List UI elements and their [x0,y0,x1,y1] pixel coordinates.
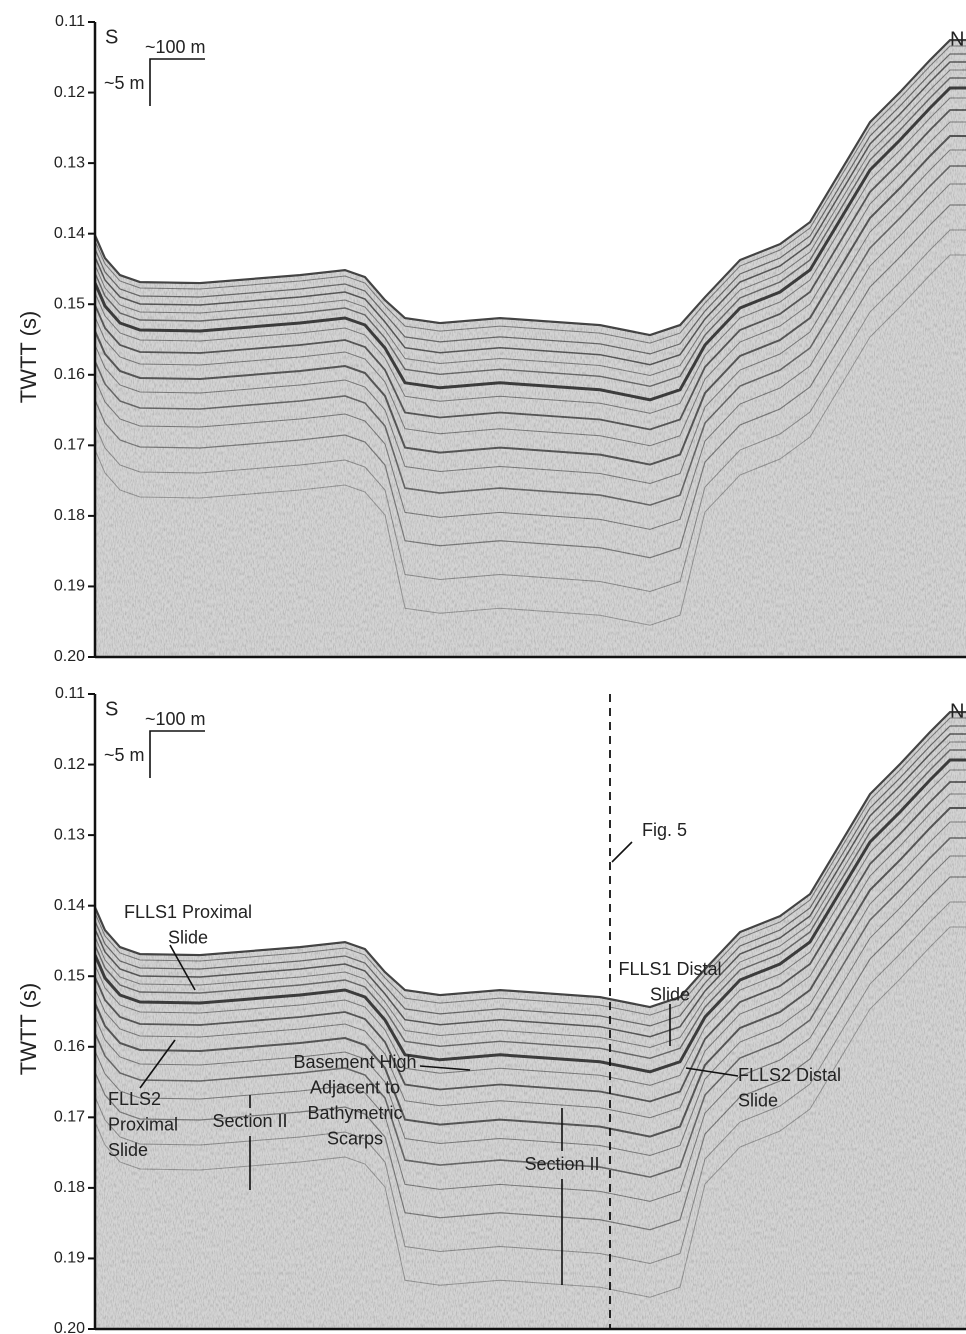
annotation: Section II [212,1111,287,1131]
annotation: Adjacent to [310,1077,400,1097]
scale-bar [150,59,205,106]
y-tick-label: 0.15 [54,295,85,312]
annotation: Basement High [293,1052,416,1072]
y-tick-label: 0.19 [54,578,85,595]
annotation: Scarps [327,1128,383,1148]
y-tick-label: 0.17 [54,1109,85,1126]
figure: 0.11 0.12 0.13 0.14 0.15 0.16 0.17 0.18 0.19 0.20… [0,0,966,1334]
south-label: S [105,26,118,48]
scale-vertical: ~5 m [104,745,145,765]
y-tick-label: 0.18 [54,507,85,524]
annotation: Slide [168,927,208,947]
y-tick-label: 0.20 [54,648,85,665]
annotation: FLLS2 Distal [738,1065,841,1085]
annotation: Section II [524,1154,599,1174]
y-axis-label: TWTT (s) [16,983,41,1075]
leader-line [612,842,632,862]
y-tick-label: 0.16 [54,366,85,383]
y-tick-label: 0.12 [54,756,85,773]
y-tick-label: 0.11 [55,13,85,30]
y-tick-label: 0.13 [54,826,85,843]
y-tick-label: 0.14 [54,225,85,242]
y-tick-label: 0.14 [54,897,85,914]
scale-horizontal: ~100 m [145,37,206,57]
page: {"panels": [ {"y_label": "TWTT (s)", "yt… [0,0,966,1334]
annotation: Proximal [108,1114,178,1134]
y-tick-label: 0.15 [54,967,85,984]
scale-bar [150,731,205,778]
annotation: Slide [738,1090,778,1110]
annotation: Slide [108,1140,148,1160]
seismic-panel: 0.11 0.12 0.13 0.14 0.15 0.16 0.17 0.18 0.19 0.20… [16,685,966,1334]
y-tick-label: 0.18 [54,1179,85,1196]
y-tick-label: 0.12 [54,84,85,101]
annotation: Fig. 5 [642,820,687,840]
y-tick-label: 0.11 [55,685,85,702]
y-tick-label: 0.17 [54,437,85,454]
annotation: FLLS1 Proximal [124,902,252,922]
annotation: Bathymetric [307,1103,402,1123]
annotation: FLLS1 Distal [618,959,721,979]
south-label: S [105,698,118,720]
north-label: N [950,700,964,722]
y-tick-label: 0.20 [54,1320,85,1334]
y-tick-label: 0.16 [54,1038,85,1055]
scale-vertical: ~5 m [104,73,145,93]
north-label: N [950,28,964,50]
annotation: FLLS2 [108,1089,161,1109]
seismic-panel: 0.11 0.12 0.13 0.14 0.15 0.16 0.17 0.18 0.19 0.20… [16,13,966,665]
scale-horizontal: ~100 m [145,709,206,729]
y-tick-label: 0.19 [54,1250,85,1267]
y-tick-label: 0.13 [54,154,85,171]
y-axis-label: TWTT (s) [16,311,41,403]
annotation: Slide [650,984,690,1004]
